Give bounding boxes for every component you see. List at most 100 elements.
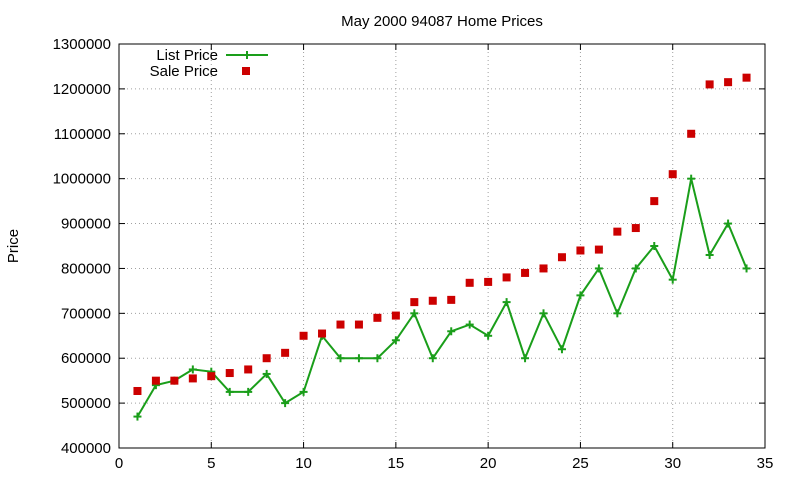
- data-point-list-price: [705, 250, 714, 259]
- data-point-list-price: [631, 264, 640, 273]
- data-point-list-price: [188, 365, 197, 374]
- data-point-sale-price: [557, 253, 566, 262]
- y-tick-label: 400000: [61, 440, 111, 457]
- data-point-sale-price: [373, 313, 382, 322]
- data-point-sale-price: [705, 80, 714, 89]
- data-point-sale-price: [447, 295, 456, 304]
- data-point-sale-price: [687, 129, 696, 138]
- x-tick-label: 30: [664, 455, 681, 472]
- legend-label-sale-price: Sale Price: [150, 63, 218, 80]
- data-point-list-price: [668, 275, 677, 284]
- data-point-list-price: [373, 354, 382, 363]
- data-point-list-price: [557, 345, 566, 354]
- y-axis-label: Price: [5, 229, 22, 263]
- data-point-list-price: [576, 291, 585, 300]
- data-point-sale-price: [631, 224, 640, 233]
- data-point-list-price: [465, 320, 474, 329]
- y-tick-label: 900000: [61, 216, 111, 233]
- y-tick-label: 500000: [61, 395, 111, 412]
- legend-swatch-sale-price: [242, 67, 250, 75]
- legend-swatch-list-price: [226, 51, 268, 59]
- data-point-list-price: [484, 331, 493, 340]
- y-tick-label: 1200000: [53, 81, 111, 98]
- x-tick-label: 10: [295, 455, 312, 472]
- chart-title: May 2000 94087 Home Prices: [341, 13, 543, 30]
- legend-label-list-price: List Price: [156, 47, 218, 64]
- data-point-list-price: [594, 264, 603, 273]
- data-point-list-price: [410, 309, 419, 318]
- x-tick-label: 0: [115, 455, 123, 472]
- data-point-sale-price: [428, 296, 437, 305]
- data-point-sale-price: [576, 246, 585, 255]
- data-point-list-price: [521, 354, 530, 363]
- data-point-sale-price: [299, 331, 308, 340]
- y-tick-label: 1300000: [53, 36, 111, 53]
- x-tick-label: 15: [388, 455, 405, 472]
- data-point-sale-price: [207, 372, 216, 381]
- data-point-list-price: [687, 174, 696, 183]
- data-point-sale-price: [151, 376, 160, 385]
- data-point-list-price: [391, 336, 400, 345]
- x-tick-label: 25: [572, 455, 589, 472]
- data-point-sale-price: [613, 227, 622, 236]
- data-point-sale-price: [465, 278, 474, 287]
- data-point-sale-price: [410, 298, 419, 307]
- data-point-sale-price: [262, 354, 271, 363]
- data-point-list-price: [225, 387, 234, 396]
- data-point-list-price: [354, 354, 363, 363]
- data-point-sale-price: [484, 277, 493, 286]
- data-point-sale-price: [354, 320, 363, 329]
- data-point-sale-price: [318, 329, 327, 338]
- data-point-list-price: [299, 387, 308, 396]
- x-tick-label: 20: [480, 455, 497, 472]
- data-point-sale-price: [724, 78, 733, 87]
- data-point-sale-price: [668, 170, 677, 179]
- data-point-sale-price: [502, 273, 511, 282]
- data-point-sale-price: [188, 374, 197, 383]
- legend-marker: [242, 67, 250, 75]
- x-tick-label: 35: [757, 455, 774, 472]
- series-list-price: [133, 174, 751, 421]
- legend: List Price Sale Price: [150, 47, 268, 80]
- data-point-sale-price: [391, 311, 400, 320]
- data-point-sale-price: [133, 386, 142, 395]
- data-point-list-price: [133, 412, 142, 421]
- data-point-sale-price: [244, 365, 253, 374]
- series-layer: [133, 73, 751, 421]
- data-point-sale-price: [336, 320, 345, 329]
- data-point-list-price: [539, 309, 548, 318]
- data-point-list-price: [262, 369, 271, 378]
- plot-frame: [118, 43, 766, 449]
- data-point-sale-price: [650, 197, 659, 206]
- legend-marker: [243, 51, 251, 59]
- data-point-sale-price: [742, 73, 751, 82]
- data-point-list-price: [650, 242, 659, 250]
- data-point-list-price: [724, 219, 733, 228]
- data-point-sale-price: [281, 348, 290, 357]
- data-point-sale-price: [539, 264, 548, 273]
- y-tick-label: 700000: [61, 305, 111, 322]
- data-point-list-price: [742, 264, 751, 273]
- data-point-list-price: [447, 327, 456, 336]
- y-tick-label: 1000000: [53, 171, 111, 188]
- data-point-list-price: [244, 387, 253, 396]
- series-sale-price: [133, 73, 751, 395]
- data-point-list-price: [502, 298, 511, 307]
- x-tick-label: 5: [207, 455, 215, 472]
- data-point-list-price: [428, 354, 437, 363]
- data-point-sale-price: [594, 245, 603, 254]
- data-point-list-price: [336, 354, 345, 363]
- grid-layer: [119, 44, 765, 448]
- y-tick-label: 800000: [61, 260, 111, 277]
- data-point-list-price: [281, 399, 290, 408]
- data-point-sale-price: [521, 268, 530, 277]
- y-tick-label: 600000: [61, 350, 111, 367]
- data-point-sale-price: [225, 369, 234, 378]
- series-line-list-price: [136, 178, 748, 418]
- data-point-list-price: [613, 309, 622, 318]
- y-tick-label: 1100000: [54, 126, 111, 143]
- tick-layer: 0 5 10 15 20 25 30 35 400000 500000 600000 700000 80…: [53, 36, 774, 472]
- data-point-sale-price: [170, 376, 179, 385]
